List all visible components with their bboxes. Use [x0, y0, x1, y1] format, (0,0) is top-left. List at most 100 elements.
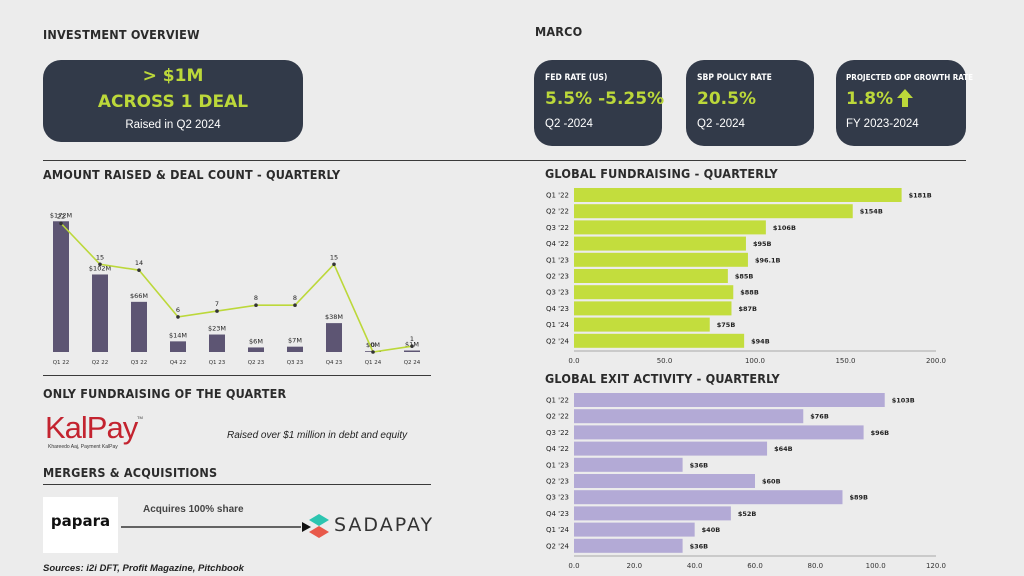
global-fundraising-heading: GLOBAL FUNDRAISING - QUARTERLY — [545, 166, 778, 181]
category-label: Q2 '24 — [546, 337, 570, 345]
global-exit-chart: Q1 '22 $103B Q2 '22 $76B Q3 '22 $96B Q4 '22 $64… — [546, 393, 946, 570]
deal-count-point — [332, 262, 336, 267]
kalpay-name: KalPay — [45, 410, 138, 445]
amount-bar — [53, 221, 69, 352]
deal-count-point — [254, 303, 258, 308]
global-exit-heading: GLOBAL EXIT ACTIVITY - QUARTERLY — [545, 371, 780, 386]
kalpay-wordmark: KalPay — [45, 410, 138, 445]
value-bar — [574, 301, 732, 316]
deal-count-label: 8 — [293, 294, 297, 302]
category-label: Q2 '24 — [546, 542, 570, 550]
category-label: Q2 '22 — [546, 413, 569, 421]
value-bar — [574, 506, 731, 521]
deal-count-line — [60, 222, 413, 353]
category-label: Q2 '23 — [546, 478, 569, 486]
amount-bar — [326, 323, 342, 352]
x-tick-label: 50.0 — [657, 357, 673, 365]
category-label: Q1 '22 — [546, 397, 569, 405]
value-bar — [574, 252, 748, 267]
x-tick-label: 40.0 — [687, 562, 703, 570]
value-label: $94B — [751, 337, 770, 345]
acquisition-arrow-icon — [121, 522, 311, 532]
value-bar — [574, 490, 843, 505]
category-label: Q2 '22 — [546, 208, 569, 216]
category-label: Q3 '23 — [546, 494, 569, 502]
papara-wordmark: papara — [50, 512, 111, 530]
category-label: Q4 '22 — [546, 445, 569, 453]
value-label: $64B — [774, 445, 793, 453]
value-label: $89B — [849, 494, 868, 502]
value-label: $88B — [740, 289, 759, 297]
x-tick-label: 80.0 — [808, 562, 824, 570]
category-label: Q4 '22 — [546, 240, 569, 248]
x-tick-label: 150.0 — [835, 357, 855, 365]
amount-bar — [404, 350, 420, 352]
deal-count-label: 0 — [371, 341, 375, 349]
macro-heading: MARCO — [535, 24, 583, 39]
deal-count-point — [176, 315, 180, 319]
global-fundraising-chart: Q1 '22 $181B Q2 '22 $154B Q3 '22 $106B Q4 '22 $… — [546, 188, 946, 365]
amount-bar-label: $23M — [208, 325, 226, 333]
gdp-growth-period: FY 2023-2024 — [846, 118, 919, 130]
x-tick-label: 20.0 — [627, 562, 643, 570]
amount-raised-heading: AMOUNT RAISED & DEAL COUNT - QUARTERLY — [43, 167, 341, 182]
mna-divider — [43, 484, 431, 485]
deal-count-point — [215, 309, 219, 313]
value-label: $106B — [773, 224, 796, 232]
quarter-tick-label: Q2 23 — [248, 360, 265, 366]
value-label: $96B — [871, 429, 890, 437]
category-label: Q4 '23 — [546, 305, 569, 313]
quarter-tick-label: Q2 22 — [92, 360, 109, 366]
value-bar — [574, 204, 853, 219]
amount-bar-label: $102M — [89, 264, 111, 272]
deal-count-label: 8 — [254, 294, 258, 302]
x-tick-label: 0.0 — [568, 562, 579, 570]
value-label: $154B — [860, 208, 883, 216]
quarter-tick-label: Q4 22 — [170, 360, 187, 366]
amount-bar — [92, 274, 108, 352]
deal-count-point — [410, 344, 414, 348]
x-tick-label: 120.0 — [926, 562, 946, 570]
x-tick-label: 100.0 — [866, 562, 886, 570]
amount-value: > $1M — [142, 66, 204, 86]
sbp-policy-title: SBP POLICY RATE — [697, 73, 772, 83]
amount-bar-label: $6M — [249, 337, 263, 345]
value-bar — [574, 457, 683, 472]
value-label: $95B — [753, 240, 772, 248]
fed-rate-title: FED RATE (US) — [545, 73, 608, 83]
value-label: $85B — [735, 273, 754, 281]
value-bar — [574, 538, 683, 553]
deal-count-label: 22 — [57, 212, 65, 220]
deal-line: ACROSS 1 DEAL — [97, 92, 249, 112]
value-bar — [574, 409, 804, 424]
value-label: $60B — [762, 478, 781, 486]
amount-bar-label: $38M — [325, 313, 343, 321]
fed-rate-card: FED RATE (US) 5.5% -5.25% Q2 -2024 — [534, 60, 664, 146]
value-bar — [574, 474, 755, 488]
sbp-policy-period: Q2 -2024 — [697, 118, 745, 130]
gdp-growth-title: PROJECTED GDP GROWTH RATE — [846, 73, 974, 82]
value-label: $40B — [702, 526, 721, 534]
value-bar — [574, 522, 695, 537]
gdp-growth-card: PROJECTED GDP GROWTH RATE 1.8% FY 2023-2… — [836, 60, 973, 146]
x-tick-label: 0.0 — [568, 357, 579, 365]
quarter-tick-label: Q1 22 — [53, 360, 70, 366]
value-bar — [574, 317, 710, 332]
quarter-tick-label: Q3 23 — [287, 360, 304, 366]
category-label: Q1 '23 — [546, 461, 569, 469]
value-bar — [574, 425, 864, 440]
value-label: $96.1B — [755, 256, 781, 264]
sources-note: Sources: i2i DFT, Profit Magazine, Pitch… — [43, 563, 244, 574]
value-label: $181B — [909, 192, 932, 200]
kalpay-note: Raised over $1 million in debt and equit… — [227, 430, 408, 441]
value-label: $76B — [810, 413, 829, 421]
quarter-tick-label: Q3 22 — [131, 360, 148, 366]
category-label: Q1 '22 — [546, 192, 569, 200]
kalpay-logo: KalPay TM Khareedo Aaj, Payment KalPay — [45, 412, 145, 452]
value-bar — [574, 441, 768, 456]
investment-overview-heading: INVESTMENT OVERVIEW — [43, 27, 200, 42]
sbp-policy-value: 20.5% — [697, 89, 756, 109]
gdp-growth-value: 1.8% — [846, 89, 894, 109]
value-label: $87B — [738, 305, 757, 313]
category-label: Q3 '23 — [546, 289, 569, 297]
